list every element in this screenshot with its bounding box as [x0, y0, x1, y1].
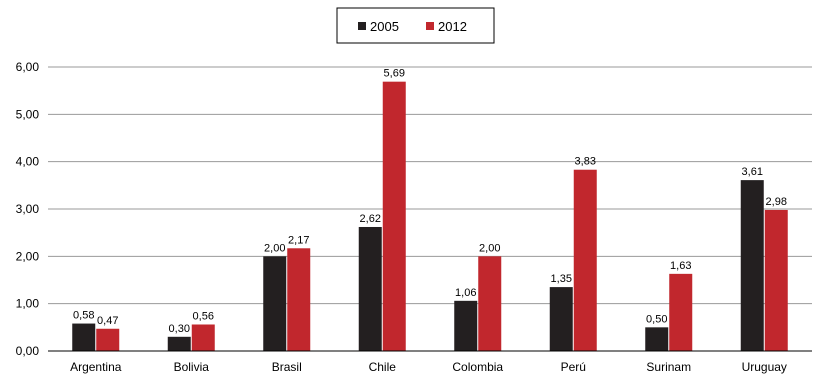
x-tick-label: Brasil	[272, 360, 302, 374]
bar-2012-Chile	[382, 81, 406, 351]
x-axis: Argentina Bolivia Brasil Chile Colombia Perú S…	[48, 350, 812, 374]
data-label-2005-Brasil: 2,00	[264, 242, 285, 254]
x-tick-label: Surinam	[646, 360, 691, 374]
bar-2005-Bolivia	[167, 336, 191, 351]
bar-2005-Brasil	[263, 256, 287, 351]
x-tick-label: Perú	[561, 360, 586, 374]
bar-2012-Colombia	[478, 256, 502, 351]
bar-2012-Argentina	[96, 328, 120, 351]
data-label-2012-Perú: 3,83	[575, 156, 596, 168]
data-label-2012-Brasil: 2,17	[288, 234, 309, 246]
y-tick-label: 5,00	[16, 107, 40, 121]
y-tick-label: 2,00	[16, 249, 40, 263]
data-label-2005-Argentina: 0,58	[73, 310, 94, 322]
bar-2005-Perú	[549, 287, 573, 351]
y-tick-label: 1,00	[16, 297, 40, 311]
data-label-2012-Uruguay: 2,98	[766, 196, 787, 208]
bar-2012-Uruguay	[764, 209, 788, 351]
x-tick-label: Colombia	[452, 360, 503, 374]
bar-2012-Surinam	[669, 273, 693, 351]
bar-2005-Argentina	[72, 323, 96, 351]
y-tick-label: 6,00	[16, 60, 40, 74]
legend: 2005 2012	[336, 7, 495, 44]
x-tick-label: Uruguay	[742, 360, 787, 374]
y-tick-label: 3,00	[16, 202, 40, 216]
data-label-2005-Chile: 2,62	[360, 213, 381, 225]
data-label-2012-Colombia: 2,00	[479, 242, 500, 254]
x-tick-label: Bolivia	[174, 360, 210, 374]
y-tick-label: 4,00	[16, 155, 40, 169]
data-label-2012-Argentina: 0,47	[97, 315, 118, 327]
data-label-2005-Bolivia: 0,30	[169, 323, 190, 335]
bars: 0,58 0,470,300,562,002,172,625,691,062,00…	[72, 68, 788, 351]
bar-2012-Brasil	[287, 248, 311, 351]
y-tick-label: 0,00	[16, 344, 40, 358]
legend-swatch-2012	[426, 22, 434, 30]
data-label-2005-Perú: 1,35	[551, 273, 572, 285]
legend-swatch-2005	[358, 22, 366, 30]
data-label-2005-Uruguay: 3,61	[742, 166, 763, 178]
data-label-2005-Colombia: 1,06	[455, 287, 476, 299]
data-label-2012-Surinam: 1,63	[670, 260, 691, 272]
bar-2005-Surinam	[645, 327, 669, 351]
bar-2005-Uruguay	[740, 180, 764, 351]
y-axis: 0,00 1,00 2,00 3,00 4,00 5,00 6,00	[16, 60, 40, 358]
legend-label-2012: 2012	[438, 19, 467, 34]
bar-2005-Chile	[358, 226, 382, 351]
data-label-2012-Chile: 5,69	[384, 68, 405, 80]
data-label-2005-Surinam: 0,50	[646, 313, 667, 325]
x-tick-label: Argentina	[70, 360, 122, 374]
bar-2012-Perú	[573, 169, 597, 351]
bar-2005-Colombia	[454, 300, 478, 351]
data-label-2012-Bolivia: 0,56	[193, 310, 214, 322]
x-tick-label: Chile	[369, 360, 397, 374]
bar-2012-Bolivia	[191, 324, 215, 351]
legend-label-2005: 2005	[370, 19, 399, 34]
gridlines	[48, 66, 812, 305]
